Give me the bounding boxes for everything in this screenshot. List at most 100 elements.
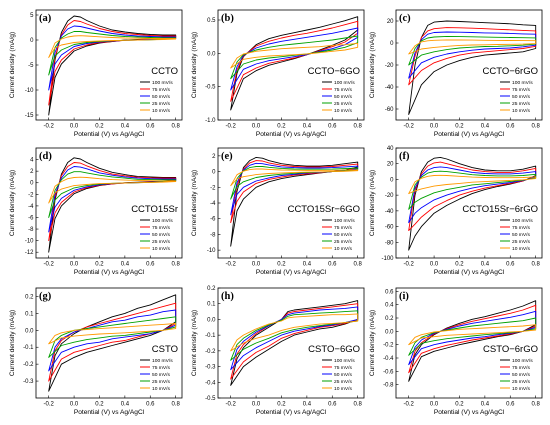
- legend-entry: 10 mV/s: [152, 108, 170, 114]
- y-tick-label: -15: [25, 113, 34, 119]
- y-tick-label: -100: [381, 256, 394, 262]
- x-tick-label: -0.2: [404, 124, 415, 130]
- x-tick-label: 0.6: [506, 262, 515, 268]
- legend-entry: 75 mV/s: [334, 87, 352, 93]
- x-tick-label: -0.2: [404, 402, 415, 408]
- cv-curve: [230, 16, 359, 111]
- x-tick-label: 0.4: [481, 262, 490, 268]
- cv-panel: -0.2 0.0 0.2 0.4 0.6 0.8 4 2 0 -2 -4 -6 -8 -10 -12 Pote…: [9, 147, 183, 276]
- y-tick-label: 20: [387, 162, 394, 168]
- cv-curve: [230, 156, 359, 247]
- legend-entry: 100 mV/s: [334, 80, 355, 86]
- legend-entry: 100 mV/s: [334, 218, 355, 224]
- x-tick-label: 0.8: [531, 124, 540, 130]
- y-tick-label: -80: [385, 240, 394, 246]
- plot-frame: [35, 147, 183, 259]
- y-tick-label: -0.3: [205, 365, 216, 371]
- y-tick-label: -0.2: [23, 362, 34, 368]
- plot-frame: [395, 287, 543, 399]
- y-tick-label: -4: [210, 201, 216, 207]
- y-tick-label: 4: [30, 158, 34, 164]
- y-tick-label: 0.2: [207, 286, 216, 292]
- x-tick-label: 0.2: [455, 402, 464, 408]
- y-tick-label: 0.0: [25, 328, 34, 334]
- sample-name: CCTO15Sr: [131, 204, 178, 215]
- panel-label: (a): [39, 13, 52, 24]
- legend-entry: 75 mV/s: [512, 87, 530, 93]
- legend-entry: 100 mV/s: [512, 218, 533, 224]
- panel-label: (g): [39, 291, 52, 302]
- cv-curve: [230, 300, 359, 386]
- cv-panel: -0.2 0.0 0.2 0.4 0.6 0.8 0.6 0.4 0.2 0.0 -0.2 -0.4 -…: [369, 287, 543, 416]
- y-tick-label: -0.6: [383, 369, 394, 375]
- x-axis-label: Potential (V) vs Ag/AgCl: [74, 131, 145, 138]
- y-tick-label: 0: [390, 41, 394, 47]
- cv-curves: [230, 300, 359, 386]
- x-tick-label: 0.6: [328, 402, 337, 408]
- legend-entry: 100 mV/s: [152, 358, 173, 364]
- y-tick-label: -2: [28, 192, 34, 198]
- panel-label: (d): [39, 151, 52, 162]
- y-axis-label: Current density (mA/g): [191, 170, 198, 236]
- legend-entry: 50 mV/s: [512, 232, 530, 238]
- cv-curve: [48, 15, 177, 116]
- x-axis-label: Potential (V) vs Ag/AgCl: [434, 269, 505, 276]
- y-tick-label: 0.0: [207, 317, 216, 323]
- cv-curve: [230, 35, 359, 80]
- sample-name: CCTO−6rGO: [482, 66, 538, 77]
- cv-curve: [230, 27, 359, 91]
- cv-curve: [408, 324, 537, 346]
- legend-entry: 50 mV/s: [334, 232, 352, 238]
- plot-frame: [35, 287, 183, 399]
- y-tick-label: -0.3: [23, 379, 34, 385]
- y-tick-label: -20: [385, 193, 394, 199]
- sample-name: CSTO: [152, 344, 178, 355]
- y-tick-label: 0.2: [25, 294, 34, 300]
- sample-name: CSTO−6rGO: [483, 344, 538, 355]
- x-tick-label: 0.2: [95, 124, 104, 130]
- y-tick-label: -0.4: [383, 356, 394, 362]
- x-axis-label: Potential (V) vs Ag/AgCl: [256, 131, 327, 138]
- legend-entry: 10 mV/s: [334, 246, 352, 252]
- x-tick-label: 0.6: [506, 402, 515, 408]
- cv-curve: [408, 166, 537, 224]
- y-tick-label: -10: [25, 239, 34, 245]
- y-axis-label: Current density (mA/g): [191, 310, 198, 376]
- x-tick-label: 0.0: [430, 262, 439, 268]
- x-tick-label: 0.4: [481, 402, 490, 408]
- x-tick-label: 0.0: [252, 124, 261, 130]
- plot-frame: [217, 287, 365, 399]
- y-tick-label: 0.5: [207, 18, 216, 24]
- legend-entry: 10 mV/s: [152, 386, 170, 392]
- legend-entry: 10 mV/s: [152, 246, 170, 252]
- x-tick-label: 0.4: [481, 124, 490, 130]
- y-tick-label: -10: [25, 88, 34, 94]
- y-tick-label: -40: [385, 209, 394, 215]
- x-axis-label: Potential (V) vs Ag/AgCl: [74, 269, 145, 276]
- y-tick-label: 0.2: [385, 316, 394, 322]
- x-tick-label: 0.0: [430, 402, 439, 408]
- panel-label: (f): [399, 151, 410, 162]
- cv-curves: [230, 156, 359, 247]
- panel-label: (i): [399, 291, 409, 302]
- y-tick-label: 0: [30, 38, 34, 44]
- cv-curve: [230, 162, 359, 216]
- legend-entry: 75 mV/s: [512, 225, 530, 231]
- y-tick-label: 5: [30, 13, 34, 19]
- y-tick-label: 0: [212, 170, 216, 176]
- legend-entry: 50 mV/s: [512, 94, 530, 100]
- x-axis-label: Potential (V) vs Ag/AgCl: [74, 409, 145, 416]
- x-tick-label: 0.8: [353, 124, 362, 130]
- panel-label: (e): [221, 151, 233, 162]
- x-tick-label: 0.0: [252, 402, 261, 408]
- x-tick-label: 0.2: [455, 262, 464, 268]
- cv-curve: [230, 166, 359, 200]
- y-tick-label: -0.1: [205, 333, 216, 339]
- cv-panel: -0.2 0.0 0.2 0.4 0.6 0.8 40 20 0 -20 -40 -60 -80 -100…: [369, 146, 543, 276]
- cv-curve: [48, 176, 177, 204]
- y-tick-label: -0.4: [205, 380, 216, 386]
- cv-curve: [408, 27, 537, 86]
- y-tick-label: -40: [385, 85, 394, 91]
- legend-entry: 50 mV/s: [152, 94, 170, 100]
- x-tick-label: -0.2: [226, 402, 237, 408]
